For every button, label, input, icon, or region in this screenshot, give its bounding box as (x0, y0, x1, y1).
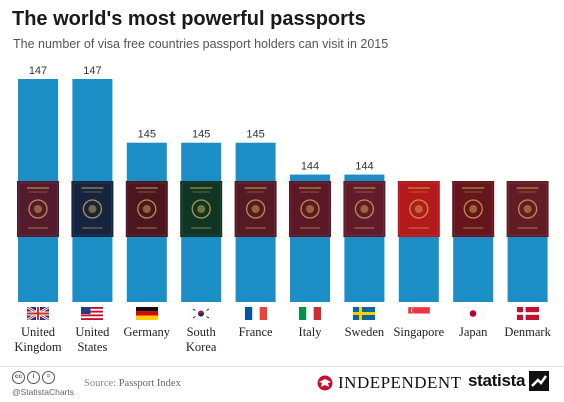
tick-label: Denmark (495, 325, 561, 340)
tick-label-line: United (20, 325, 56, 339)
source-label: Source: (84, 378, 117, 389)
sweden-flag-icon (336, 307, 392, 321)
creative-commons-icon: cc i = (12, 371, 55, 384)
tick-label-line: Sweden (344, 325, 385, 339)
germany-flag-icon (119, 307, 175, 321)
tick-label: Singapore (386, 325, 452, 340)
tick-label-line: Singapore (393, 325, 445, 339)
source-value: Passport Index (118, 378, 181, 389)
passport-icon (71, 181, 114, 237)
cc-nd-icon: = (42, 371, 55, 384)
france-flag-icon (228, 307, 284, 321)
uk-flag-icon (10, 307, 66, 321)
tick-label: United States (59, 325, 125, 355)
data-label: 144 (355, 161, 373, 173)
passport-icon (343, 181, 386, 237)
italy-flag-icon (282, 307, 338, 321)
statista-logo: statista (468, 371, 550, 391)
footer-divider (0, 366, 564, 367)
tick-label: South Korea (168, 325, 234, 355)
denmark-flag-icon (500, 307, 556, 321)
tick-label: Sweden (331, 325, 397, 340)
statista-mark-icon (529, 371, 550, 391)
data-label: 144 (301, 161, 319, 173)
cc-icon: cc (12, 371, 25, 384)
passport-icon (506, 181, 549, 237)
tick-label: France (223, 325, 289, 340)
tick-label-line: Denmark (504, 325, 551, 339)
data-label: 145 (192, 129, 210, 141)
tick-label-line: Italy (298, 325, 322, 339)
us-flag-icon (64, 307, 120, 321)
tick-label-line: Japan (458, 325, 488, 339)
passport-icon (180, 181, 223, 237)
tick-label-line: France (238, 325, 273, 339)
passport-icon (17, 181, 59, 237)
eagle-icon (317, 375, 333, 391)
singapore-flag-icon (391, 307, 447, 321)
tick-label-line: Kingdom (14, 340, 62, 354)
independent-logo: INDEPENDENT (316, 373, 462, 393)
tick-label-line: Korea (185, 340, 217, 354)
bar-chart: 147147145145145144144143143143 (17, 65, 549, 302)
publisher-name: INDEPENDENT (338, 373, 462, 392)
data-label: 145 (138, 129, 156, 141)
tick-label-line: South (186, 325, 216, 339)
tick-label: Japan (440, 325, 506, 340)
source-note: Source: Passport Index (84, 378, 181, 389)
data-label: 145 (246, 129, 264, 141)
tick-label: United Kingdom (5, 325, 71, 355)
chart-subtitle: The number of visa free countries passpo… (13, 37, 389, 51)
data-label: 147 (29, 65, 47, 77)
passport-icon (289, 181, 331, 237)
passport-icon (234, 181, 277, 237)
tick-label: Italy (277, 325, 343, 340)
passport-icon (125, 181, 168, 237)
chart-title: The world's most powerful passports (12, 8, 366, 30)
south-korea-flag-icon (173, 307, 229, 321)
tick-label-line: Germany (123, 325, 171, 339)
cc-by-icon: i (27, 371, 40, 384)
passport-icon (452, 181, 495, 237)
tick-label-line: United (75, 325, 110, 339)
tick-label: Germany (114, 325, 180, 340)
tick-label-line: States (77, 340, 108, 354)
data-label: 147 (83, 65, 101, 77)
twitter-handle: @StatistaCharts (12, 387, 75, 397)
japan-flag-icon (445, 307, 501, 321)
brand-name: statista (468, 371, 526, 390)
passport-icon (397, 181, 440, 237)
